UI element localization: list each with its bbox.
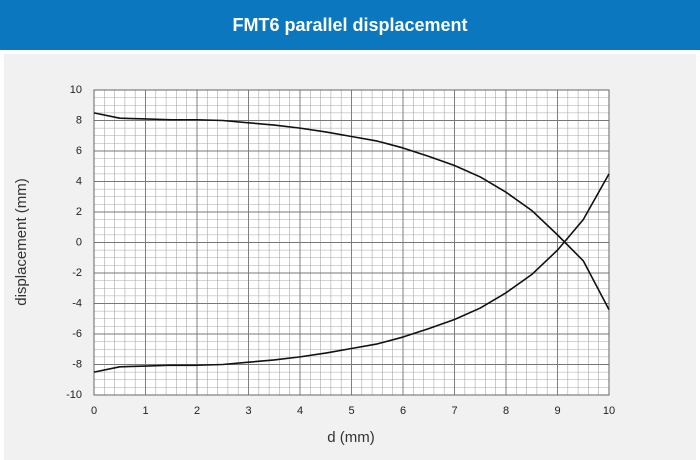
y-tick-label: -2	[72, 267, 82, 279]
x-tick-label: 4	[297, 405, 303, 417]
y-tick-label: -8	[72, 358, 82, 370]
x-tick-label: 5	[348, 405, 354, 417]
x-axis-title: d (mm)	[327, 429, 375, 446]
x-tick-label: 3	[245, 405, 251, 417]
y-tick-label: -4	[72, 297, 82, 309]
y-tick-label: 2	[76, 206, 82, 218]
x-tick-label: 6	[400, 405, 406, 417]
y-tick-label: -10	[66, 389, 82, 401]
y-tick-label: 10	[70, 84, 82, 96]
y-tick-label: 4	[76, 175, 82, 187]
plot-border	[93, 89, 610, 396]
y-tick-label: 0	[76, 236, 82, 248]
x-tick-label: 10	[603, 405, 615, 417]
x-tick-label: 7	[451, 405, 457, 417]
y-axis-title: displacement (mm)	[13, 178, 30, 306]
y-tick-label: 6	[76, 145, 82, 157]
x-tick-label: 0	[91, 405, 97, 417]
header: FMT6 parallel displacement	[0, 0, 700, 50]
x-tick-label: 1	[142, 405, 148, 417]
x-tick-label: 9	[554, 405, 560, 417]
data-line	[93, 112, 610, 310]
x-tick-label: 2	[194, 405, 200, 417]
x-tick-label: 8	[503, 405, 509, 417]
data-line	[93, 173, 610, 373]
y-tick-label: -6	[72, 328, 82, 340]
y-tick-label: 8	[76, 114, 82, 126]
